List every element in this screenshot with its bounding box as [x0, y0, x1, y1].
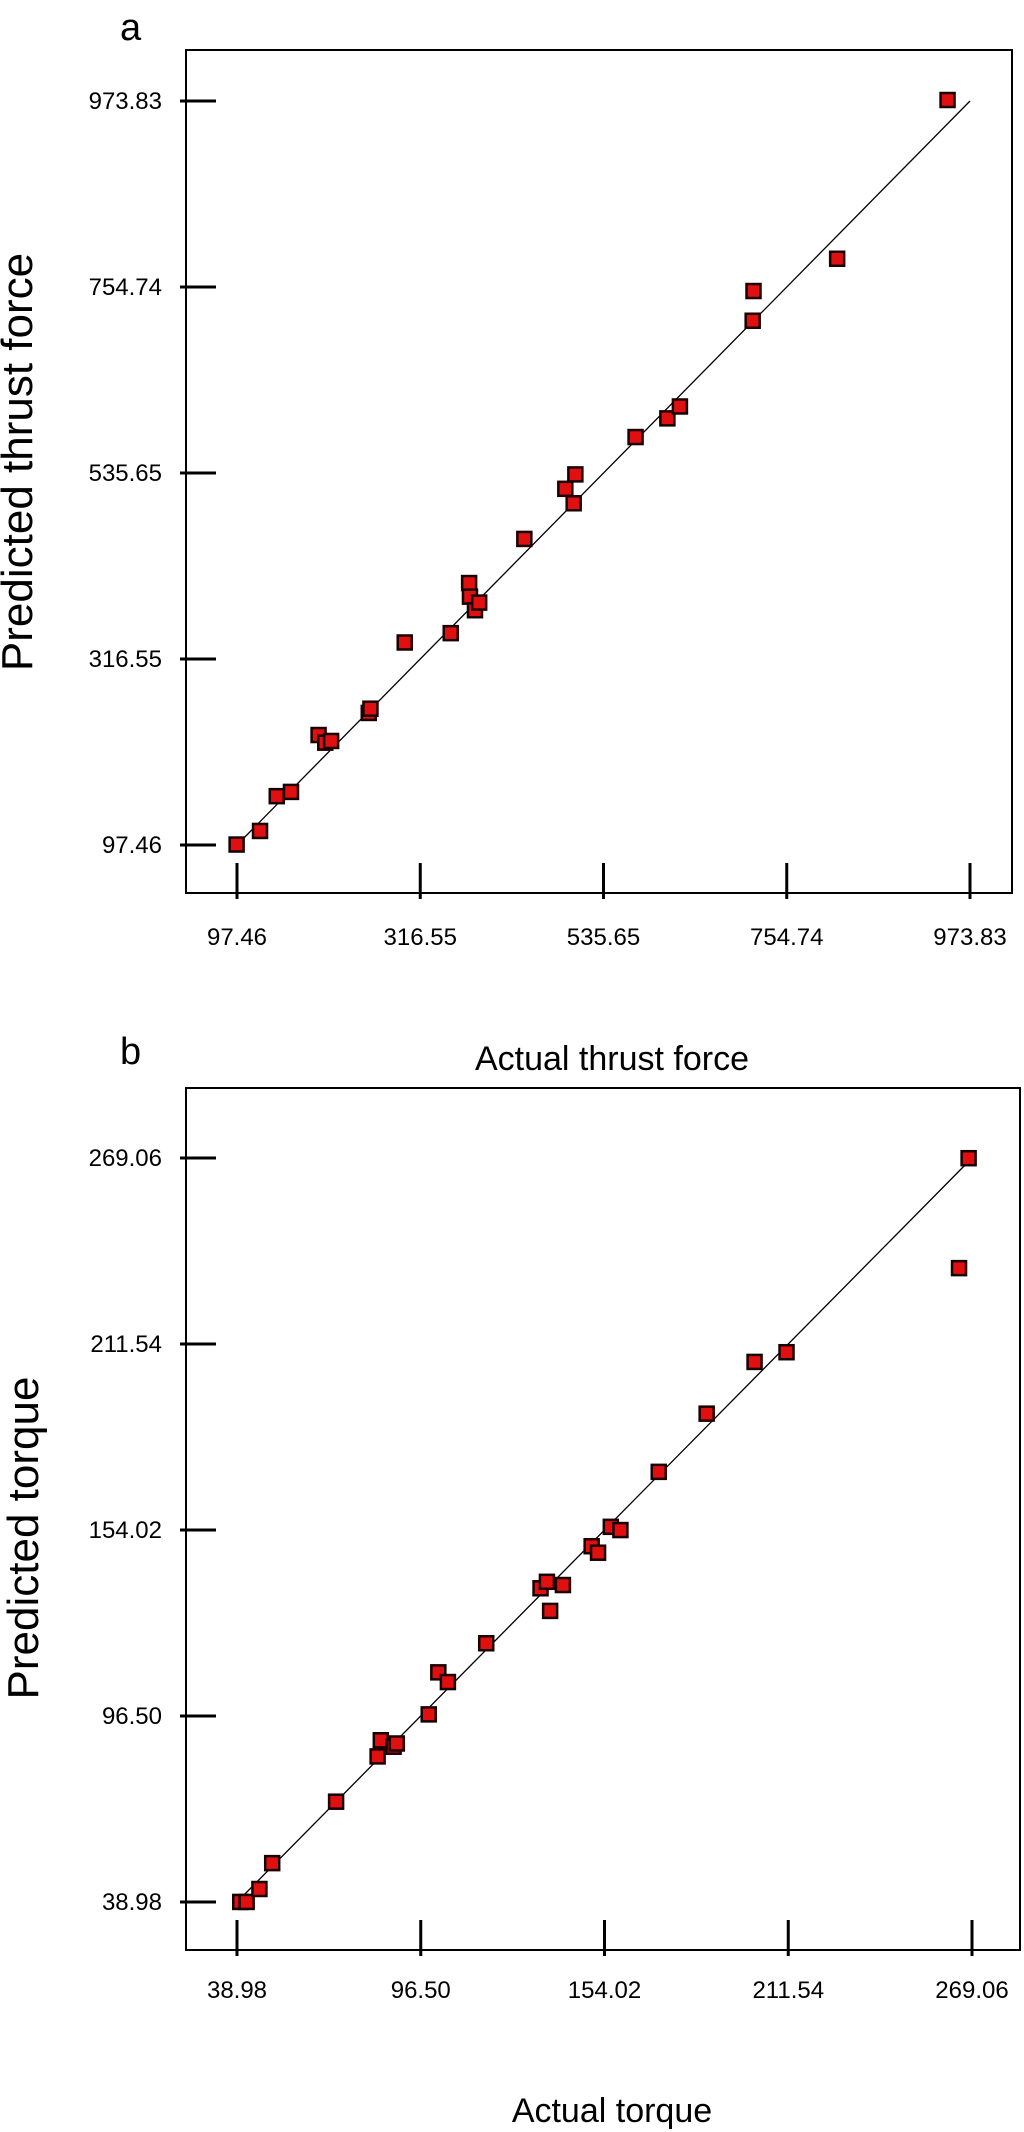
panel-b-data-point	[439, 1673, 457, 1691]
panel-a-x-tick-label: 535.65	[567, 924, 640, 951]
panel-a-y-tick-label: 535.65	[89, 460, 162, 487]
panel-a-data-point	[565, 495, 582, 512]
panel-a-x-axis-title: Actual thrust force	[475, 1040, 749, 1078]
panel-b-y-axis-title: Predicted torque	[0, 1377, 48, 1700]
panel-a-x-tick-label: 97.46	[207, 924, 267, 951]
panel-a-letter: a	[120, 7, 142, 49]
panel-a-points	[228, 91, 956, 853]
panel-b-data-point	[698, 1405, 715, 1422]
panel-a-data-point	[442, 624, 459, 642]
panel-b-letter: b	[120, 1031, 141, 1073]
panel-b-data-point	[369, 1748, 386, 1765]
panel-b: b 38.98 96.50 154.02 211.54 269.06 38.98 96.5…	[0, 1031, 1021, 2130]
panel-a-fit-line	[236, 100, 971, 846]
panel-a-plot-frame	[185, 49, 1013, 894]
panel-a-data-point	[659, 410, 676, 427]
panel-a-y-axis: 97.46 316.55 535.65 754.74 973.83	[89, 88, 216, 859]
panel-b-data-point	[420, 1706, 437, 1723]
panel-b-x-tick-label: 96.50	[391, 1977, 451, 2004]
panel-b-x-tick-label: 269.06	[935, 1977, 1008, 2004]
panel-b-data-point	[477, 1634, 495, 1652]
panel-b-x-tick-label: 38.98	[207, 1977, 267, 2004]
panel-b-y-tick-label: 38.98	[102, 1889, 162, 1916]
panel-b-y-tick-label: 96.50	[102, 1703, 162, 1730]
panel-a-x-tick-label: 316.55	[384, 924, 457, 951]
panel-a-data-point	[322, 732, 340, 750]
panel-a-data-point	[460, 574, 478, 592]
panel-b-y-axis: 38.98 96.50 154.02 211.54 269.06	[89, 1145, 216, 1916]
panel-b-data-point	[612, 1521, 629, 1539]
panel-b-data-point	[650, 1463, 667, 1481]
panel-a-data-point	[939, 91, 956, 109]
panel-b-data-point	[327, 1793, 345, 1810]
panel-a-x-tick-label: 754.74	[750, 924, 823, 951]
panel-a-y-axis-title: Predicted thrust force	[0, 253, 42, 671]
panel-b-data-point	[263, 1854, 281, 1872]
panel-a-data-point	[744, 312, 761, 329]
panel-b-data-point	[950, 1259, 968, 1277]
panel-a-y-tick-label: 973.83	[89, 88, 162, 115]
panel-a-data-point	[282, 783, 300, 801]
panel-a-y-tick-label: 754.74	[89, 274, 162, 301]
panel-a-data-point	[228, 836, 245, 853]
panel-b-points	[232, 1149, 977, 1911]
panel-b-data-point	[388, 1735, 406, 1752]
panel-a-y-tick-label: 316.55	[89, 646, 162, 673]
panel-a-data-point	[567, 466, 584, 483]
panel-a-data-point	[362, 700, 379, 717]
panel-b-x-tick-label: 211.54	[752, 1977, 824, 2004]
panel-b-y-tick-label: 154.02	[89, 1517, 162, 1544]
panel-b-data-point	[960, 1149, 977, 1167]
panel-b-y-tick-label: 269.06	[89, 1145, 162, 1172]
panel-b-x-axis-title: Actual torque	[512, 2092, 712, 2130]
panel-a-x-axis: 97.46 316.55 535.65 754.74 973.83	[207, 863, 1007, 951]
panel-a-y-tick-label: 97.46	[102, 832, 162, 859]
panel-a-data-point	[557, 480, 574, 498]
panel-a-data-point	[470, 594, 488, 611]
panel-a-data-point	[396, 634, 413, 651]
panel-b-data-point	[746, 1353, 763, 1371]
panel-a-x-tick-label: 973.83	[933, 924, 1006, 951]
panel-b-x-axis: 38.98 96.50 154.02 211.54 269.06	[207, 1920, 1009, 2004]
panel-b-data-point	[589, 1544, 607, 1561]
panel-b-data-point	[251, 1880, 268, 1898]
panel-a-data-point	[516, 530, 533, 548]
panel-b-data-point	[541, 1602, 559, 1620]
panel-b-data-point	[554, 1576, 572, 1594]
panel-a: a 97.46 316.55 535.65 754.74 973.83 97.46 316…	[0, 7, 1013, 1078]
panel-a-data-point	[251, 822, 269, 840]
panel-b-y-tick-label: 211.54	[90, 1331, 162, 1358]
panel-a-data-point	[745, 282, 762, 300]
panel-b-data-point	[538, 1573, 556, 1591]
panel-b-data-point	[778, 1343, 795, 1361]
panel-a-data-point	[828, 250, 846, 268]
panel-a-data-point	[671, 398, 689, 415]
panel-a-data-point	[268, 787, 286, 805]
panel-a-data-point	[627, 428, 644, 446]
panel-b-data-point	[238, 1893, 255, 1911]
panel-b-x-tick-label: 154.02	[568, 1977, 641, 2004]
